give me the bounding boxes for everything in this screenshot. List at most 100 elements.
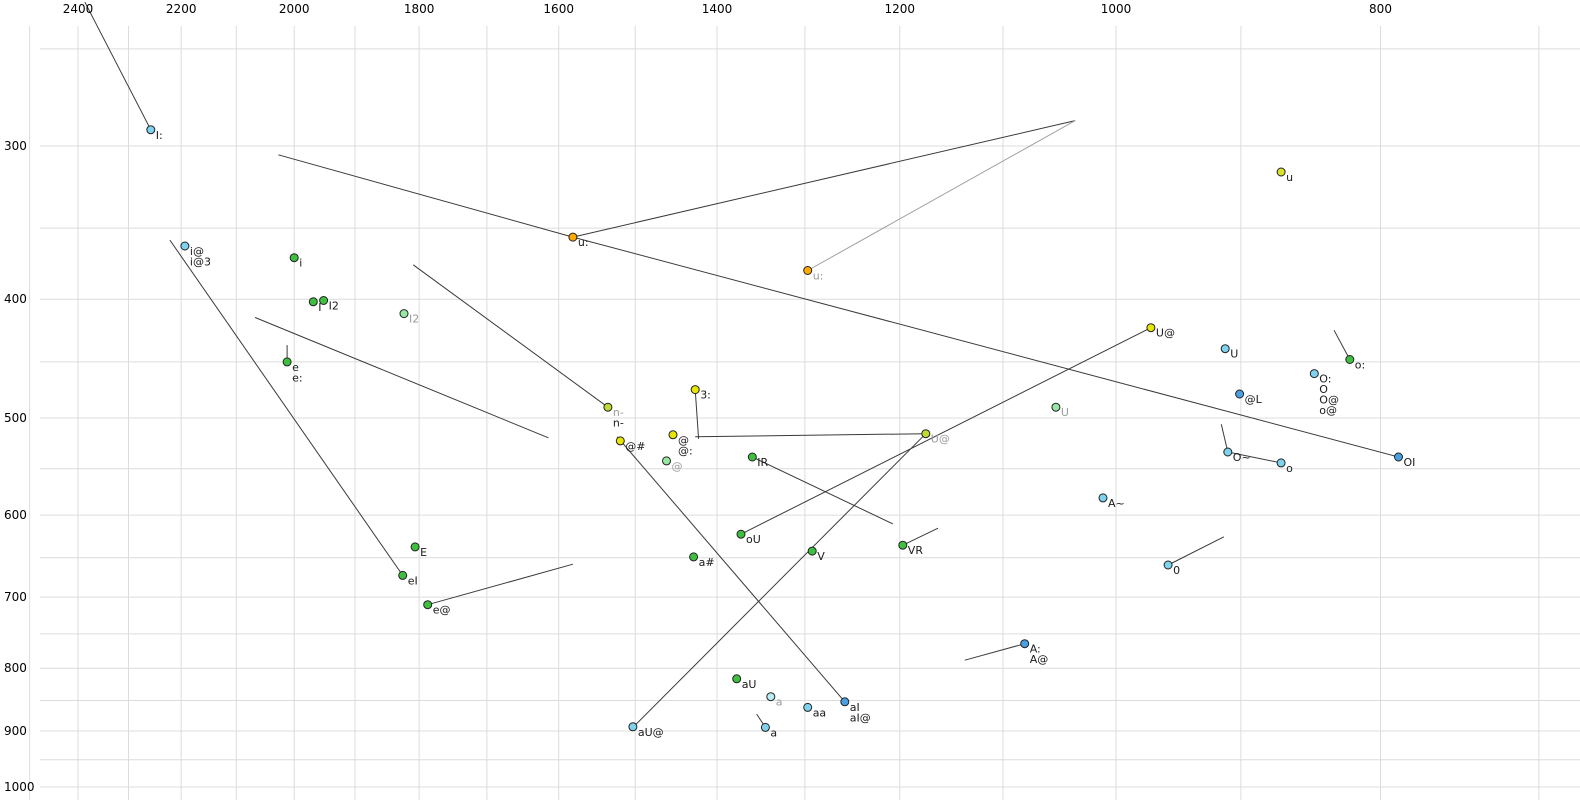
data-point-U@-2[interactable] bbox=[921, 429, 931, 439]
point-label: a# bbox=[699, 556, 715, 569]
data-point-O~[interactable] bbox=[1223, 447, 1233, 457]
x-tick-label: 2200 bbox=[166, 2, 197, 16]
point-label: 3: bbox=[700, 389, 711, 402]
point-label: V bbox=[817, 550, 825, 563]
data-point-U@[interactable] bbox=[1146, 323, 1156, 333]
point-label: aI bbox=[850, 701, 860, 714]
point-label: e: bbox=[292, 371, 302, 384]
data-point-@L[interactable] bbox=[1235, 389, 1245, 399]
data-point-I[interactable] bbox=[308, 297, 318, 307]
data-point-a-2[interactable] bbox=[766, 692, 776, 702]
point-label: O: bbox=[1319, 373, 1331, 386]
point-label: VR bbox=[908, 544, 924, 557]
x-tick-label: 1000 bbox=[1101, 2, 1132, 16]
point-label: a bbox=[770, 726, 777, 739]
data-point-I:[interactable] bbox=[146, 125, 156, 135]
point-label: aa bbox=[813, 706, 826, 719]
data-point-u[interactable] bbox=[1276, 167, 1286, 177]
data-point-VR[interactable] bbox=[898, 540, 908, 550]
trajectory-line bbox=[572, 236, 1399, 458]
data-point-a#[interactable] bbox=[689, 552, 699, 562]
trajectory-line bbox=[572, 120, 1076, 238]
point-label: i bbox=[299, 257, 302, 270]
data-point-o[interactable] bbox=[1276, 458, 1286, 468]
point-label: aU@ bbox=[638, 726, 664, 739]
data-point-3:[interactable] bbox=[690, 385, 700, 395]
data-point-E[interactable] bbox=[410, 542, 420, 552]
point-label: e@ bbox=[433, 604, 451, 617]
data-point-aa[interactable] bbox=[803, 702, 813, 712]
trajectory-line bbox=[740, 327, 1152, 535]
data-point-IR[interactable] bbox=[747, 452, 757, 462]
data-point-OI[interactable] bbox=[1394, 452, 1403, 462]
point-label: U bbox=[1230, 348, 1238, 361]
data-point-I2[interactable] bbox=[319, 296, 329, 305]
data-point-oU[interactable] bbox=[736, 529, 746, 539]
data-point-A~[interactable] bbox=[1098, 493, 1108, 503]
point-label: I2 bbox=[329, 300, 339, 313]
data-point-A:[interactable] bbox=[1020, 639, 1030, 649]
point-label: o bbox=[1286, 462, 1293, 475]
data-point-o:[interactable] bbox=[1345, 355, 1355, 364]
y-tick-label: 600 bbox=[4, 508, 27, 522]
point-label: i@ bbox=[190, 245, 204, 258]
x-tick-label: 800 bbox=[1369, 2, 1392, 16]
data-point-@[interactable] bbox=[668, 430, 678, 440]
point-label: A~ bbox=[1108, 497, 1125, 510]
y-tick-label: 300 bbox=[4, 139, 27, 153]
point-label: O bbox=[1319, 383, 1328, 396]
point-label: a bbox=[776, 696, 783, 709]
point-label: @ bbox=[672, 460, 683, 473]
data-point-U-2[interactable] bbox=[1051, 402, 1061, 412]
data-point-0[interactable] bbox=[1163, 560, 1173, 570]
point-label: o: bbox=[1355, 359, 1365, 372]
data-point-u:[interactable] bbox=[568, 232, 578, 242]
data-point-O:[interactable] bbox=[1309, 369, 1319, 379]
data-point-aI[interactable] bbox=[840, 697, 850, 707]
y-tick-label: 700 bbox=[4, 590, 27, 604]
y-tick-label: 1000 bbox=[4, 780, 35, 794]
trajectory-line bbox=[1227, 451, 1282, 464]
trajectory-line bbox=[1167, 536, 1225, 566]
point-label: IR bbox=[757, 456, 768, 469]
trajectory-line bbox=[616, 436, 846, 703]
data-point-aU[interactable] bbox=[732, 674, 742, 684]
data-point-V[interactable] bbox=[807, 546, 817, 556]
data-point-i[interactable] bbox=[289, 253, 299, 263]
data-point-u:-2[interactable] bbox=[803, 266, 813, 275]
point-label: u: bbox=[813, 270, 824, 283]
y-tick-label: 500 bbox=[4, 411, 27, 425]
trajectory-line bbox=[695, 433, 926, 438]
point-label: u bbox=[1286, 171, 1293, 184]
point-label: e bbox=[292, 361, 299, 374]
point-label: O@ bbox=[1319, 394, 1339, 407]
data-point-a[interactable] bbox=[760, 722, 770, 732]
point-label: E bbox=[420, 546, 427, 559]
trajectory-line bbox=[807, 120, 1076, 271]
point-label: u: bbox=[578, 236, 589, 249]
y-tick-label: 800 bbox=[4, 661, 27, 675]
trajectory-line bbox=[278, 154, 574, 238]
point-label: U@ bbox=[931, 433, 950, 446]
data-point-I2-2[interactable] bbox=[399, 309, 409, 319]
data-point-U[interactable] bbox=[1220, 344, 1230, 354]
point-label: I bbox=[318, 301, 321, 314]
trajectory-line bbox=[632, 433, 927, 728]
data-point-n-[interactable] bbox=[603, 402, 613, 412]
trajectory-line bbox=[902, 527, 939, 546]
point-label: 0 bbox=[1173, 564, 1180, 577]
data-point-aU@[interactable] bbox=[628, 722, 638, 732]
point-label: o@ bbox=[1319, 404, 1337, 417]
data-point-@#[interactable] bbox=[615, 436, 625, 446]
trajectory-line bbox=[1333, 329, 1351, 360]
data-point-eI[interactable] bbox=[398, 570, 408, 580]
data-point-e[interactable] bbox=[282, 357, 292, 367]
data-point-i@[interactable] bbox=[180, 241, 190, 251]
data-point-@-2[interactable] bbox=[662, 456, 671, 466]
point-label: I: bbox=[156, 129, 163, 142]
x-tick-label: 2400 bbox=[63, 2, 94, 16]
x-tick-label: 1400 bbox=[702, 2, 733, 16]
data-point-e@[interactable] bbox=[423, 600, 433, 610]
